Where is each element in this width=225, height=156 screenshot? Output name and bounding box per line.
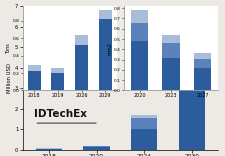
Text: IDTechEx: IDTechEx <box>34 109 88 119</box>
Bar <box>131 115 157 118</box>
Bar <box>194 54 211 59</box>
Bar <box>179 17 205 27</box>
Bar <box>131 129 157 150</box>
Y-axis label: mm2: mm2 <box>108 42 112 55</box>
Bar <box>194 68 211 90</box>
Bar <box>36 148 62 149</box>
Bar <box>83 146 110 147</box>
Y-axis label: Million USD: Million USD <box>7 63 12 93</box>
Bar <box>162 43 180 58</box>
Bar <box>179 27 205 58</box>
Bar <box>162 35 180 43</box>
Bar <box>99 19 112 90</box>
Bar <box>131 41 148 90</box>
Bar <box>28 71 41 90</box>
Bar <box>131 10 148 23</box>
Bar <box>52 68 64 73</box>
Bar <box>28 65 41 71</box>
Bar <box>194 59 211 68</box>
Bar <box>179 58 205 150</box>
Bar <box>162 58 180 90</box>
Bar <box>131 118 157 129</box>
Bar <box>75 35 88 45</box>
Bar <box>75 45 88 90</box>
Bar <box>99 10 112 19</box>
Bar <box>36 149 62 150</box>
Bar <box>83 147 110 150</box>
Y-axis label: Tons: Tons <box>7 43 11 54</box>
Bar <box>52 73 64 90</box>
Bar <box>131 23 148 41</box>
